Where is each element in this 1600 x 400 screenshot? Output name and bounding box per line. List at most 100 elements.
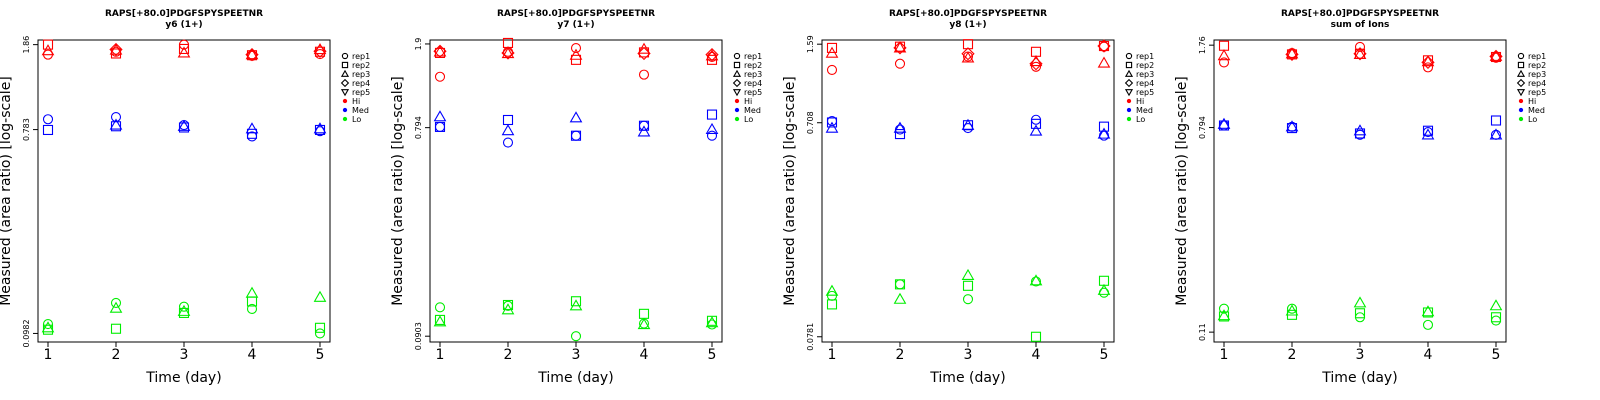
data-point [314, 322, 326, 333]
data-point [705, 47, 719, 62]
legend-marker [732, 69, 742, 77]
x-tick-label: 5 [708, 347, 717, 363]
data-point [825, 121, 839, 133]
legend-marker [734, 98, 740, 104]
x-tick-label: 4 [640, 347, 649, 363]
data-point [569, 299, 583, 311]
data-point [42, 114, 54, 125]
data-point [1353, 47, 1367, 61]
chart-subtitle: y7 (1+) [557, 20, 594, 30]
data-point [178, 43, 190, 55]
data-point [637, 46, 651, 61]
legend-marker [1126, 98, 1132, 104]
y-tick-label: 1.59 [806, 35, 815, 53]
data-point [1285, 47, 1299, 62]
x-tick-label: 1 [828, 347, 837, 363]
data-point [1354, 308, 1366, 319]
data-point [894, 58, 906, 69]
data-point [1217, 309, 1231, 321]
data-point [42, 124, 54, 136]
legend-marker [734, 107, 740, 113]
legend-label: rep3 [744, 70, 762, 79]
data-point [1097, 283, 1111, 295]
y-axis-label: Measured (area ratio) [log-scale] [390, 76, 406, 306]
legend-label: rep2 [1136, 61, 1154, 70]
data-point [1098, 40, 1110, 52]
data-point [109, 118, 123, 130]
legend-marker [1517, 52, 1525, 60]
legend-label: rep3 [1136, 70, 1154, 79]
data-point [501, 303, 515, 315]
chart-title: RAPS[+80.0]PDGFSPYSPEETNR [1281, 9, 1439, 19]
chart-subtitle: sum of Ions [1331, 20, 1390, 30]
data-point [434, 71, 446, 82]
data-point [110, 121, 122, 132]
legend-label: Lo [1136, 115, 1145, 124]
data-point [962, 294, 974, 305]
data-point [502, 137, 514, 148]
data-point [1490, 315, 1502, 326]
data-point [1218, 311, 1230, 322]
legend-label: rep1 [1528, 52, 1546, 61]
data-point [246, 128, 258, 139]
legend-marker [1516, 78, 1526, 88]
data-point [1421, 55, 1435, 67]
data-point [894, 279, 906, 290]
legend-label: rep1 [1136, 52, 1154, 61]
data-point [569, 111, 583, 123]
data-point [1029, 274, 1043, 286]
data-point [961, 268, 975, 280]
data-point [706, 319, 718, 330]
y-tick-label: 0.0982 [22, 319, 31, 347]
x-tick-label: 1 [44, 347, 53, 363]
data-point [825, 46, 839, 58]
legend-marker [733, 61, 741, 69]
legend-label: rep4 [744, 79, 762, 88]
data-point [433, 315, 447, 327]
legend-label: rep2 [352, 61, 370, 70]
legend-marker [1126, 107, 1132, 113]
legend-label: rep1 [744, 52, 762, 61]
x-tick-label: 5 [316, 347, 325, 363]
data-point [638, 120, 650, 131]
y-tick-label: 1.9 [414, 38, 423, 51]
legend-marker [342, 98, 348, 104]
data-point [637, 318, 651, 330]
y-axis-label: Measured (area ratio) [log-scale] [782, 76, 798, 306]
legend-label: rep3 [1528, 70, 1546, 79]
data-point [826, 290, 838, 301]
data-point [109, 42, 123, 57]
data-point [893, 41, 907, 53]
y-tick-label: 0.11 [1198, 323, 1207, 341]
data-point [961, 47, 975, 61]
data-point [1490, 312, 1502, 323]
data-point [109, 301, 123, 313]
legend-marker [1518, 98, 1524, 104]
data-point [570, 130, 582, 141]
data-point [1218, 303, 1230, 314]
data-point [1286, 123, 1298, 134]
x-axis-label: Time (day) [929, 370, 1005, 386]
y-tick-label: 1.86 [22, 36, 31, 54]
data-point [245, 122, 259, 134]
chart-title: RAPS[+80.0]PDGFSPYSPEETNR [889, 9, 1047, 19]
data-point [893, 292, 907, 304]
legend-label: rep1 [352, 52, 370, 61]
data-point [313, 44, 327, 58]
data-point [1285, 47, 1299, 59]
data-point [893, 121, 907, 133]
legend-label: Lo [352, 115, 361, 124]
data-point [961, 118, 975, 130]
data-point [42, 319, 54, 330]
data-point [434, 121, 446, 132]
chart-subtitle: y8 (1+) [949, 20, 986, 30]
data-point [433, 45, 447, 57]
data-point [1489, 299, 1503, 311]
legend-label: rep5 [744, 88, 762, 97]
data-point [177, 304, 191, 316]
data-point [1421, 128, 1435, 140]
